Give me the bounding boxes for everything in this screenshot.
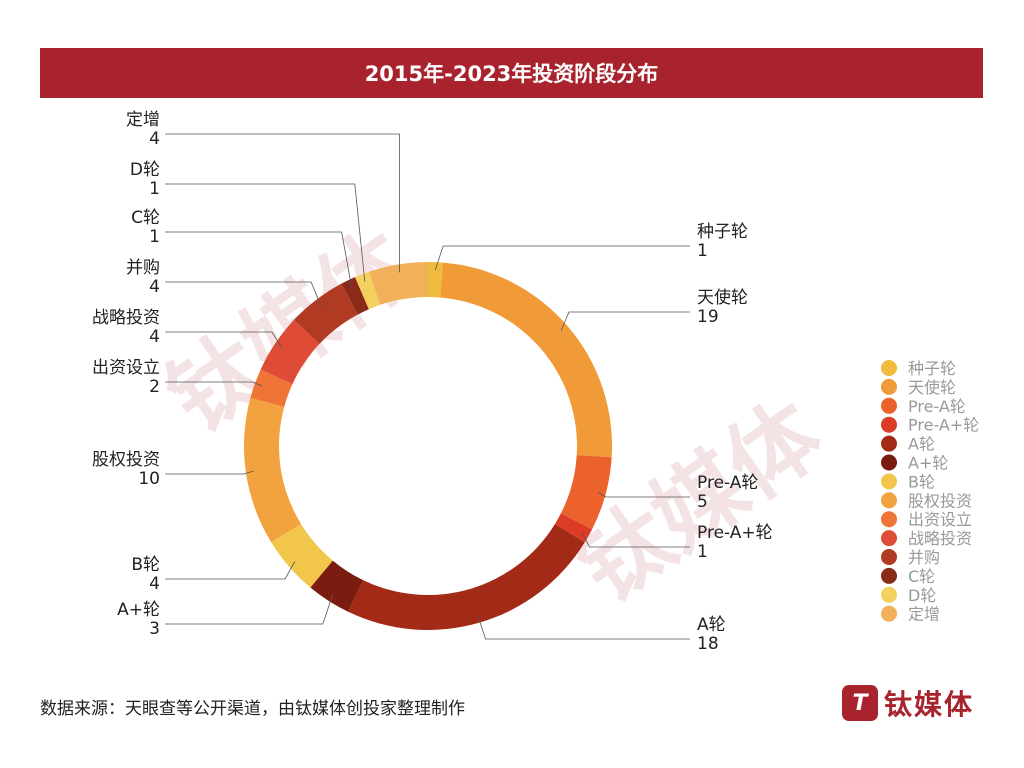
legend-swatch	[881, 454, 897, 471]
donut-slice-13	[369, 262, 428, 305]
leader-line	[165, 281, 322, 307]
slice-label: B轮	[131, 555, 160, 575]
donut-slice-12	[354, 271, 381, 310]
donut-slice-1	[440, 262, 612, 458]
leader-line	[165, 593, 334, 625]
slice-value: 5	[697, 492, 708, 512]
chart-title: 2015年-2023年投资阶段分布	[40, 48, 983, 98]
legend-label: 种子轮	[908, 359, 956, 378]
leader-line	[165, 561, 296, 580]
donut-slice-8	[250, 369, 293, 407]
donut-slice-2	[560, 455, 612, 530]
leader-line	[165, 381, 263, 387]
leader-line	[560, 311, 690, 331]
legend-label: 定增	[908, 605, 940, 624]
legend-label: 战略投资	[908, 529, 972, 548]
slice-value: 4	[149, 129, 160, 149]
legend-label: A+轮	[908, 454, 948, 473]
leader-line	[165, 133, 400, 273]
slice-value: 4	[149, 327, 160, 347]
legend-swatch	[881, 511, 897, 528]
donut-slice-11	[341, 277, 369, 315]
leader-line	[165, 231, 353, 288]
donut-slice-5	[310, 560, 364, 612]
slice-label: Pre-A轮	[697, 473, 758, 493]
slice-value: 4	[149, 277, 160, 297]
slice-label: 定增	[126, 110, 160, 130]
leader-line	[165, 183, 366, 282]
legend-label: 出资设立	[908, 510, 972, 529]
donut-slice-10	[293, 283, 358, 344]
donut-slice-6	[271, 523, 333, 588]
logo: T 钛媒体	[842, 683, 974, 723]
leader-line	[581, 531, 690, 548]
logo-mark: T	[842, 685, 878, 721]
legend-label: A轮	[908, 435, 935, 454]
slice-label: 天使轮	[697, 287, 748, 308]
slice-label: A轮	[697, 615, 726, 635]
slice-label: 股权投资	[92, 450, 160, 470]
slice-label: Pre-A+轮	[697, 523, 773, 543]
legend-swatch	[881, 492, 897, 509]
slice-label: C轮	[131, 208, 160, 228]
leader-line	[477, 614, 690, 640]
leader-line	[165, 470, 254, 475]
slice-value: 1	[149, 227, 160, 247]
donut-slice-4	[348, 523, 585, 630]
slice-label: D轮	[130, 160, 160, 180]
logo-text: 钛媒体	[884, 688, 975, 721]
legend-swatch	[881, 435, 897, 452]
legend-label: B轮	[908, 472, 935, 491]
leader-line	[597, 491, 690, 498]
slice-label: A+轮	[117, 600, 160, 620]
slice-value: 3	[149, 619, 160, 639]
legend-swatch	[881, 360, 897, 376]
legend-swatch	[881, 473, 897, 490]
leader-line	[165, 331, 283, 349]
legend-label: Pre-A轮	[908, 397, 966, 416]
legend-swatch	[881, 567, 897, 584]
slice-value: 18	[697, 634, 719, 654]
legend-label: Pre-A+轮	[908, 416, 979, 435]
slice-value: 10	[138, 469, 160, 489]
slice-value: 1	[697, 542, 708, 562]
legend-swatch	[881, 397, 897, 414]
donut-slice-9	[260, 319, 320, 385]
slice-label: 战略投资	[92, 308, 160, 328]
slice-value: 1	[697, 241, 708, 261]
legend-swatch	[881, 549, 897, 565]
donut-slice-7	[244, 397, 302, 543]
legend-swatch	[881, 530, 897, 547]
legend-swatch	[881, 605, 897, 622]
slice-label: 出资设立	[92, 358, 160, 378]
slice-value: 1	[149, 179, 160, 199]
donut-slice-0	[428, 262, 443, 298]
legend-label: D轮	[908, 586, 936, 605]
legend-label: 并购	[908, 548, 940, 567]
legend-label: C轮	[908, 567, 935, 586]
slice-label: 并购	[126, 258, 160, 278]
source-note: 数据来源：天眼查等公开渠道，由钛媒体创投家整理制作	[40, 699, 465, 719]
leader-line	[434, 245, 690, 271]
slice-value: 19	[697, 307, 719, 327]
legend-label: 股权投资	[908, 491, 972, 510]
legend-swatch	[881, 378, 897, 395]
legend-swatch	[881, 586, 897, 603]
legend-swatch	[881, 416, 897, 433]
slice-value: 4	[149, 574, 160, 594]
slice-label: 种子轮	[697, 222, 748, 242]
slice-value: 2	[149, 377, 160, 397]
legend-label: 天使轮	[908, 378, 956, 397]
